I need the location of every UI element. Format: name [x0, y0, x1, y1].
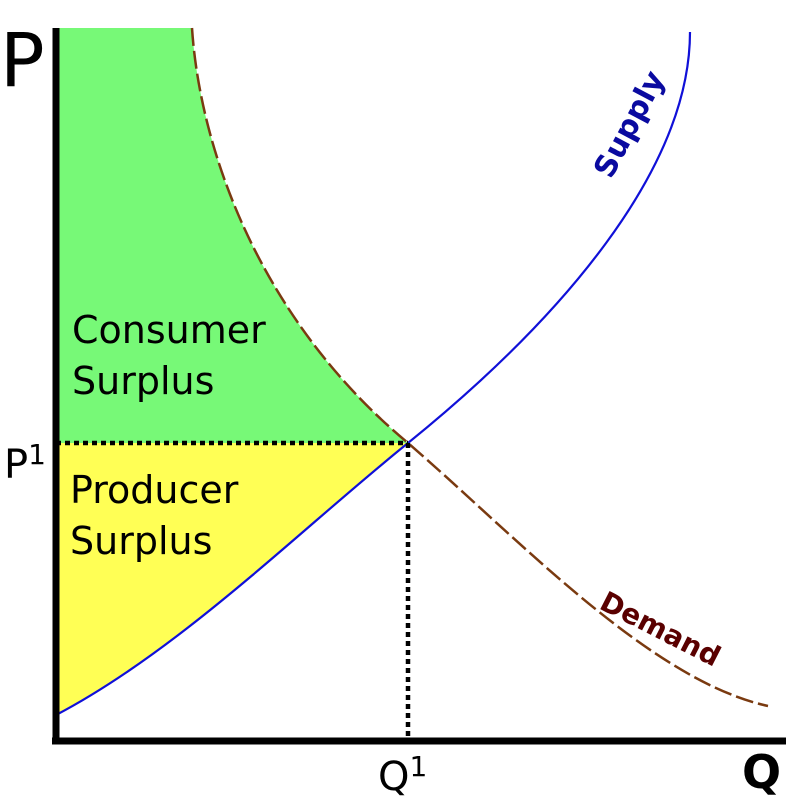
consumer-surplus-label: Consumer Surplus [72, 308, 278, 403]
producer-surplus-label-line1: Producer [70, 468, 239, 512]
p1-tick-label: P1 [4, 438, 46, 488]
consumer-surplus-region [56, 28, 408, 443]
consumer-surplus-label-line1: Consumer [72, 308, 266, 352]
producer-surplus-label-line2: Surplus [70, 519, 212, 563]
producer-surplus-region [56, 443, 408, 715]
demand-curve [190, 27, 769, 708]
supply-label: Supply [587, 65, 672, 184]
producer-surplus-label: Producer Surplus [70, 468, 250, 563]
consumer-surplus-label-line2: Surplus [72, 359, 214, 403]
x-axis-label: Q [742, 745, 781, 799]
y-axis-label: P [0, 18, 45, 104]
demand-label: Demand [595, 585, 726, 674]
q1-tick-label: Q1 [378, 750, 427, 800]
supply-curve [55, 31, 692, 716]
